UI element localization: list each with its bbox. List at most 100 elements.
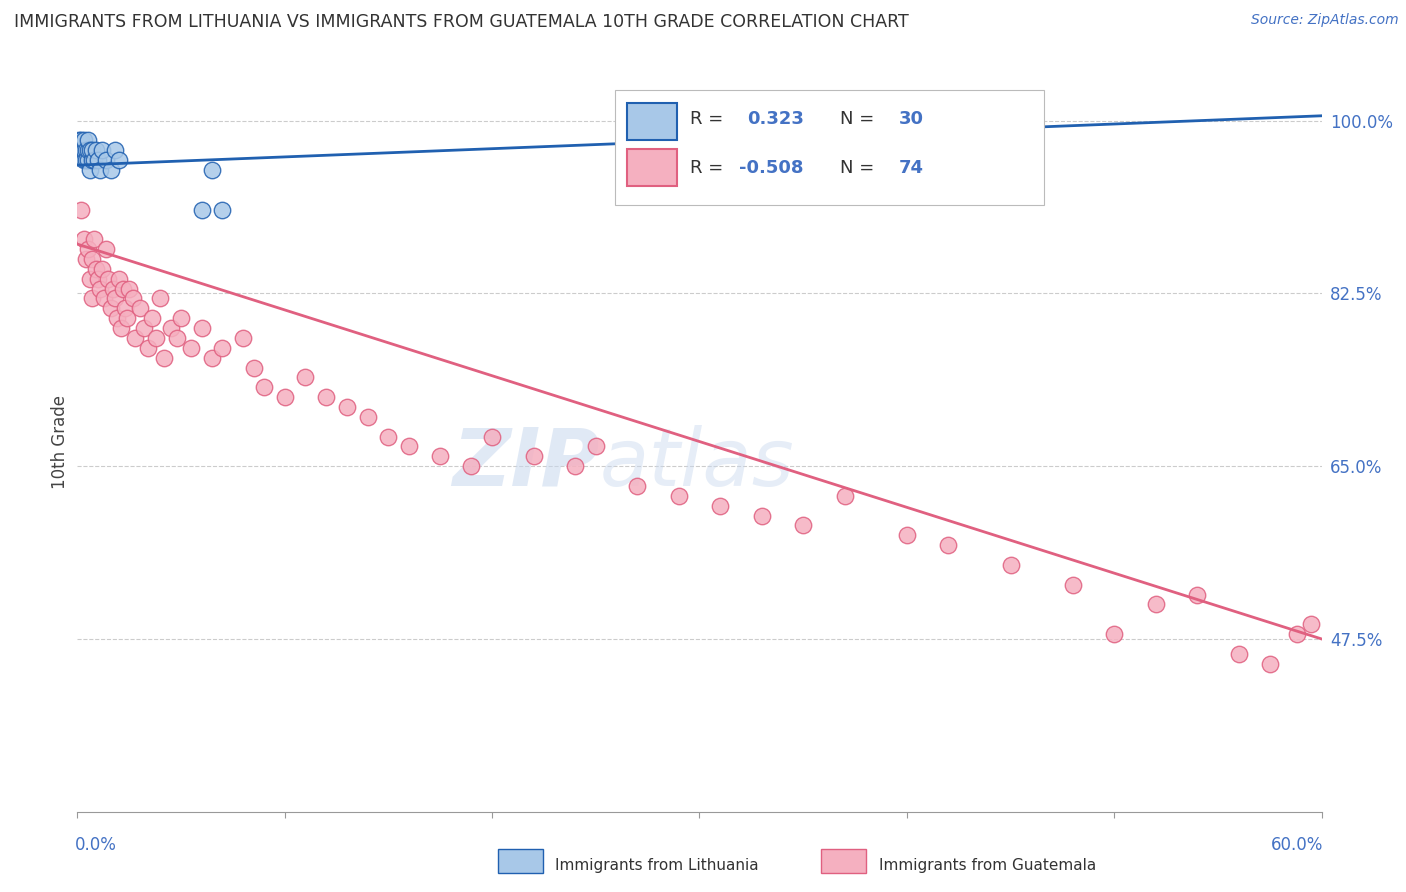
Point [180, 341, 202, 355]
Point [938, 538, 960, 552]
Point [1227, 647, 1250, 661]
Point [834, 489, 856, 503]
Point [70, 144, 93, 158]
Point [242, 360, 264, 375]
Point [80, 144, 103, 158]
Point [128, 301, 150, 316]
Point [149, 292, 172, 306]
Point [72, 232, 94, 246]
Point [211, 202, 233, 217]
Point [896, 528, 918, 542]
Text: Immigrants from Guatemala: Immigrants from Guatemala [879, 858, 1097, 872]
Point [70, 202, 93, 217]
Point [124, 331, 146, 345]
Bar [627, 103, 678, 140]
Point [274, 390, 297, 404]
Point [1144, 598, 1167, 612]
Point [67, 133, 90, 147]
FancyBboxPatch shape [614, 90, 1045, 204]
Point [80, 252, 103, 266]
Point [1000, 558, 1022, 572]
Point [79, 163, 101, 178]
Point [79, 271, 101, 285]
Y-axis label: 10th Grade: 10th Grade [51, 394, 69, 489]
Point [191, 202, 214, 217]
Text: N =: N = [841, 159, 875, 177]
Point [118, 281, 141, 295]
Point [72, 133, 94, 147]
Point [105, 311, 128, 326]
Point [460, 459, 482, 474]
Point [191, 321, 214, 335]
Point [72, 144, 94, 158]
Point [429, 450, 451, 464]
Point [294, 370, 316, 384]
Point [398, 440, 420, 454]
Point [89, 281, 111, 295]
Point [1258, 657, 1281, 671]
Point [104, 144, 127, 158]
Text: N =: N = [841, 111, 875, 128]
Point [83, 153, 105, 168]
Text: Source: ZipAtlas.com: Source: ZipAtlas.com [1251, 13, 1399, 28]
Point [75, 153, 97, 168]
Text: R =: R = [689, 111, 734, 128]
Point [104, 292, 127, 306]
Point [91, 144, 114, 158]
Point [97, 271, 120, 285]
Point [75, 252, 97, 266]
Text: IMMIGRANTS FROM LITHUANIA VS IMMIGRANTS FROM GUATEMALA 10TH GRADE CORRELATION CH: IMMIGRANTS FROM LITHUANIA VS IMMIGRANTS … [14, 13, 908, 31]
Point [1285, 627, 1308, 641]
Text: -0.508: -0.508 [740, 159, 804, 177]
Point [1301, 617, 1323, 632]
Point [159, 321, 181, 335]
Point [114, 301, 136, 316]
Point [136, 341, 159, 355]
Point [108, 153, 131, 168]
Point [100, 163, 122, 178]
Point [668, 489, 690, 503]
Point [315, 390, 337, 404]
Point [87, 153, 110, 168]
Point [141, 311, 163, 326]
Point [91, 261, 114, 276]
Point [110, 321, 132, 335]
Point [481, 429, 503, 443]
Point [1104, 627, 1126, 641]
Point [87, 271, 110, 285]
Point [1187, 588, 1209, 602]
Text: 74: 74 [898, 159, 924, 177]
Point [96, 242, 118, 256]
Point [751, 144, 773, 158]
Point [792, 123, 814, 137]
Bar [627, 149, 678, 186]
Point [111, 281, 134, 295]
Point [76, 133, 98, 147]
Point [76, 144, 98, 158]
Point [357, 409, 380, 424]
Point [201, 163, 224, 178]
Point [96, 153, 118, 168]
Point [170, 311, 193, 326]
Point [93, 292, 115, 306]
Point [72, 153, 94, 168]
Point [76, 153, 98, 168]
Point [84, 144, 107, 158]
Point [89, 163, 111, 178]
Point [1062, 577, 1084, 591]
Point [76, 242, 98, 256]
Text: 60.0%: 60.0% [1271, 837, 1323, 855]
Text: atlas: atlas [600, 425, 794, 503]
Point [564, 459, 586, 474]
Point [79, 144, 101, 158]
Point [75, 144, 97, 158]
Point [792, 518, 814, 533]
Point [80, 292, 103, 306]
Point [70, 133, 93, 147]
Point [201, 351, 224, 365]
Text: 0.323: 0.323 [747, 111, 804, 128]
Point [253, 380, 276, 394]
Text: Immigrants from Lithuania: Immigrants from Lithuania [555, 858, 759, 872]
Point [709, 499, 731, 513]
Point [336, 400, 359, 414]
